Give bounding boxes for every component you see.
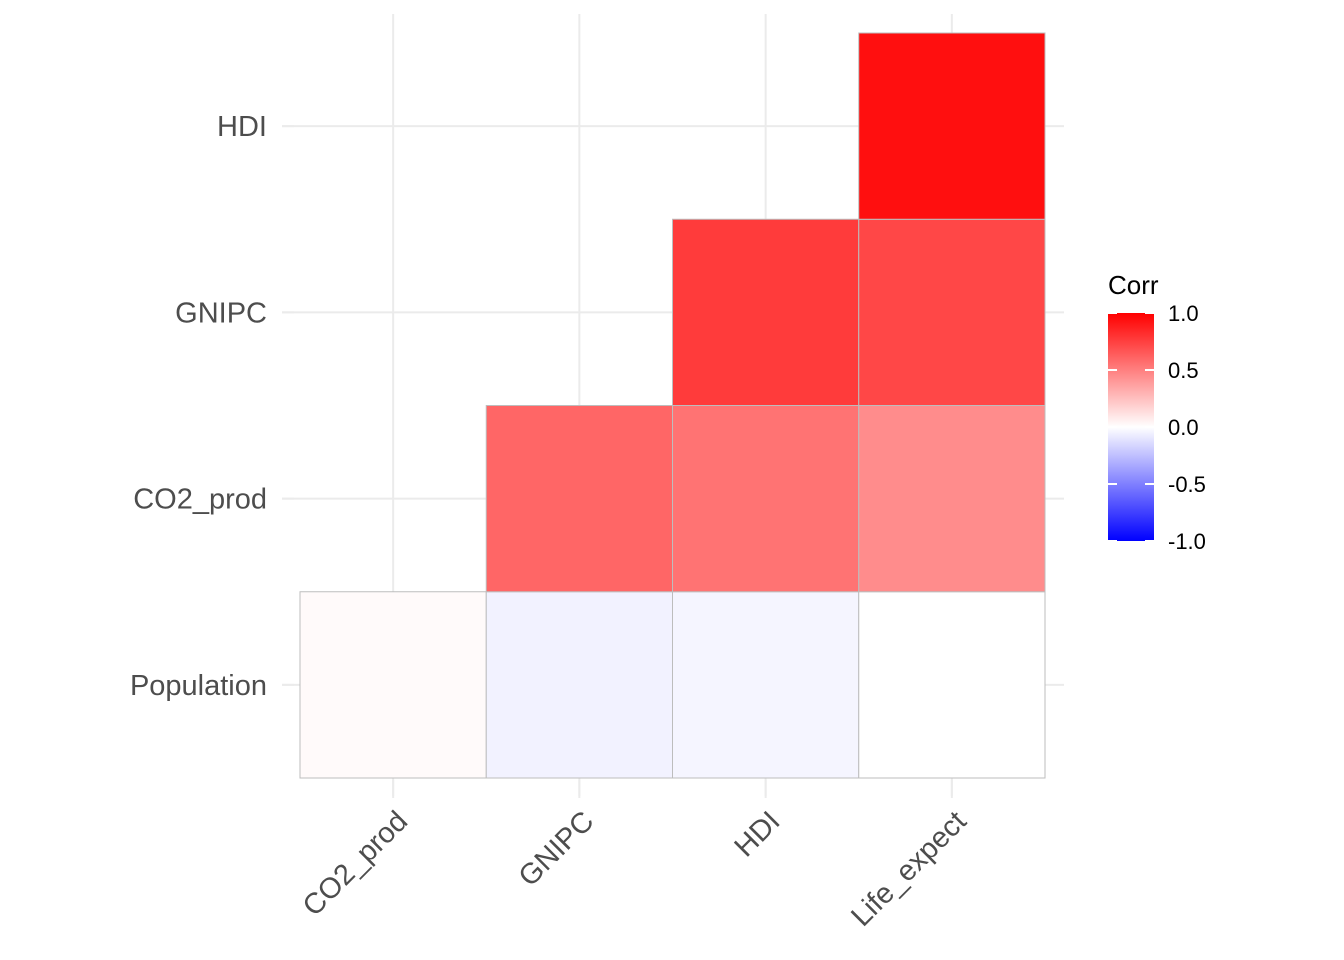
legend-tick-label: 0.0 [1168,415,1199,440]
y-tick-label: Population [130,670,267,702]
heatmap-cell-hdi-gnipc [672,218,860,406]
legend: Corr 1.0 0.5 0.0 -0.5 -1.0 [1108,270,1206,554]
heatmap-cell-gnipc-population [485,591,673,779]
heatmap-cell-life_expect-gnipc [858,218,1046,406]
x-tick-label: HDI [729,805,787,863]
legend-tick-label: -1.0 [1168,529,1206,554]
heatmap-cells [299,32,1046,779]
heatmap-cell-life_expect-co2_prod [858,405,1046,593]
heatmap-cell-hdi-population [672,591,860,779]
heatmap-cell-co2_prod-population [299,591,487,779]
heatmap-cell-hdi-co2_prod [672,405,860,593]
x-tick-label: CO2_prod [297,805,414,922]
legend-title: Corr [1108,270,1159,300]
heatmap-cell-gnipc-co2_prod [485,405,673,593]
heatmap-cell-life_expect-hdi [858,32,1046,220]
heatmap-cell-life_expect-population [858,591,1046,779]
y-tick-label: CO2_prod [133,484,267,516]
y-tick-label: GNIPC [175,297,267,329]
legend-tick-label: 0.5 [1168,358,1199,383]
x-tick-label: GNIPC [513,805,601,893]
y-tick-label: HDI [217,111,267,143]
legend-tick-label: -0.5 [1168,472,1206,497]
legend-tick-label: 1.0 [1168,301,1199,326]
x-tick-label: Life_expect [845,805,973,933]
